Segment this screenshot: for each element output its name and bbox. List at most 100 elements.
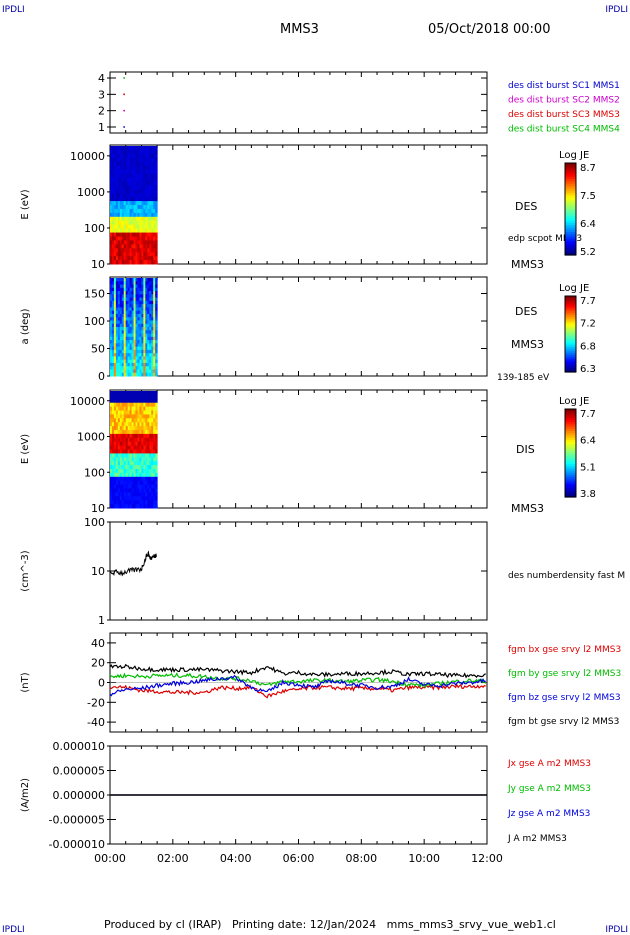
des-energy-panel-cell: [147, 205, 150, 210]
des-energy-panel-cell: [119, 228, 123, 234]
des-energy-panel-cell: [117, 201, 121, 206]
des-energy-panel-cell: [129, 169, 133, 175]
des-pitch-panel-cell: [113, 349, 117, 354]
dis-energy-panel-cell: [137, 484, 140, 489]
des-pitch-panel-cell: [117, 356, 121, 361]
dis-energy-panel-cell: [149, 469, 152, 474]
des-pitch-panel-cell: [127, 323, 131, 328]
des-pitch-panel-cell: [129, 333, 133, 338]
des-energy-panel-cell: [115, 240, 119, 245]
des-pitch-panel-cell: [115, 291, 119, 295]
dis-energy-panel-cell: [113, 406, 117, 411]
dis-energy-panel-cell: [147, 402, 150, 408]
des-energy-panel-cell: [135, 193, 138, 198]
dis-energy-panel-cell: [117, 433, 121, 439]
des-pitch-panel-cell: [149, 300, 152, 305]
des-pitch-panel-cell: [125, 294, 129, 299]
des-pitch-panel-cell: [133, 346, 137, 351]
des-energy-panel-cell: [127, 205, 131, 210]
des-pitch-panel-cell: [133, 323, 137, 328]
des-energy-panel-cell: [147, 146, 150, 151]
des-energy-panel-cell: [139, 173, 142, 178]
dis-energy-panel-cell: [117, 398, 121, 404]
des-energy-panel-cell: [151, 149, 154, 155]
dis-energy-panel-cell: [145, 398, 148, 404]
des-energy-panel-cell: [115, 212, 119, 218]
des-energy-panel-cell: [117, 256, 121, 261]
des-energy-panel-cell: [147, 248, 150, 253]
dis-energy-panel-cell: [147, 406, 150, 411]
dis-energy-panel-cell: [151, 476, 154, 482]
des-pitch-panel-cell: [131, 346, 135, 351]
des-pitch-panel-colorbar-cell: [565, 343, 576, 346]
des-pitch-panel-cell: [110, 333, 113, 338]
dis-energy-panel-cell: [121, 426, 125, 431]
des-pitch-panel-cell: [143, 281, 146, 286]
des-pitch-panel-cell: [129, 320, 133, 325]
dis-energy-panel-cell: [127, 391, 131, 396]
des-pitch-panel-cell: [119, 284, 123, 289]
des-energy-panel-cell: [151, 161, 154, 167]
des-energy-panel-cell: [115, 173, 119, 178]
dis-energy-panel-cell: [111, 500, 115, 505]
des-pitch-panel-cell: [123, 297, 127, 302]
dis-energy-panel-cell: [147, 500, 150, 505]
des-pitch-panel-cell: [139, 297, 142, 302]
des-pitch-panel-cell: [131, 323, 135, 328]
dis-energy-panel-cell: [143, 437, 146, 443]
dis-energy-panel-cell: [135, 449, 138, 454]
dis-energy-panel-cell: [147, 422, 150, 427]
dis-energy-panel-colorbar-cell: [565, 424, 576, 428]
dis-energy-panel-cell: [117, 465, 121, 470]
dis-energy-panel-cell: [133, 492, 137, 497]
dis-energy-panel-cell: [127, 398, 131, 404]
dis-energy-panel-cell: [127, 433, 131, 439]
dis-energy-panel-cell: [155, 500, 158, 505]
des-pitch-panel-cell: [137, 320, 140, 325]
dis-energy-panel-cell: [113, 418, 117, 423]
des-pitch-panel-colorbar-cell: [565, 318, 576, 322]
des-pitch-panel-colorbar-cell: [565, 328, 576, 331]
dis-energy-panel-cell: [153, 465, 156, 470]
des-energy-panel-cell: [145, 212, 148, 218]
des-pitch-panel-cell: [139, 366, 142, 370]
dis-energy-panel-cell: [110, 437, 113, 443]
des-pitch-panel-cell: [123, 294, 127, 299]
des-pitch-panel-cell: [155, 294, 158, 299]
des-pitch-panel-cell: [155, 304, 158, 308]
des-pitch-panel-cell: [125, 323, 129, 328]
dis-energy-panel-cell: [125, 449, 129, 454]
des-energy-panel-cell: [119, 236, 123, 241]
des-energy-panel-cell: [129, 205, 133, 210]
dis-energy-panel-cell: [125, 398, 129, 404]
des-energy-panel-cell: [145, 236, 148, 241]
dis-energy-panel-cell: [133, 476, 137, 482]
des-energy-panel-cell: [111, 177, 115, 182]
des-pitch-panel-cell: [141, 372, 144, 377]
des-energy-panel-cell: [119, 189, 123, 194]
des-energy-panel-cell: [125, 212, 129, 218]
dis-energy-panel-cell: [119, 476, 123, 482]
des-energy-panel-cell: [133, 252, 137, 257]
des-pitch-panel-cell: [121, 333, 125, 338]
des-pitch-panel-colorbar-cell: [565, 335, 576, 339]
des-energy-panel-cell: [110, 244, 113, 249]
des-energy-panel-cell: [139, 228, 142, 234]
des-pitch-panel-cell: [133, 281, 137, 286]
des-pitch-panel-cell: [151, 353, 154, 357]
dis-energy-panel-cell: [147, 433, 150, 439]
des-pitch-panel-cell: [149, 310, 152, 315]
dis-energy-panel-cell: [127, 394, 131, 400]
des-pitch-panel-cell: [119, 343, 123, 348]
des-pitch-panel-cell: [121, 330, 125, 335]
des-energy-panel-cell: [110, 146, 113, 151]
des-pitch-panel-cell: [121, 366, 125, 370]
des-energy-panel-cell: [135, 205, 138, 210]
x-tick-label: 02:00: [157, 852, 189, 865]
dis-energy-panel-cell: [147, 461, 150, 466]
dis-energy-panel-cell: [155, 492, 158, 497]
dis-energy-panel-cell: [139, 430, 142, 435]
dis-energy-panel-cell: [137, 480, 140, 486]
des-energy-panel-cell: [131, 208, 135, 214]
des-energy-panel-cell: [135, 173, 138, 178]
